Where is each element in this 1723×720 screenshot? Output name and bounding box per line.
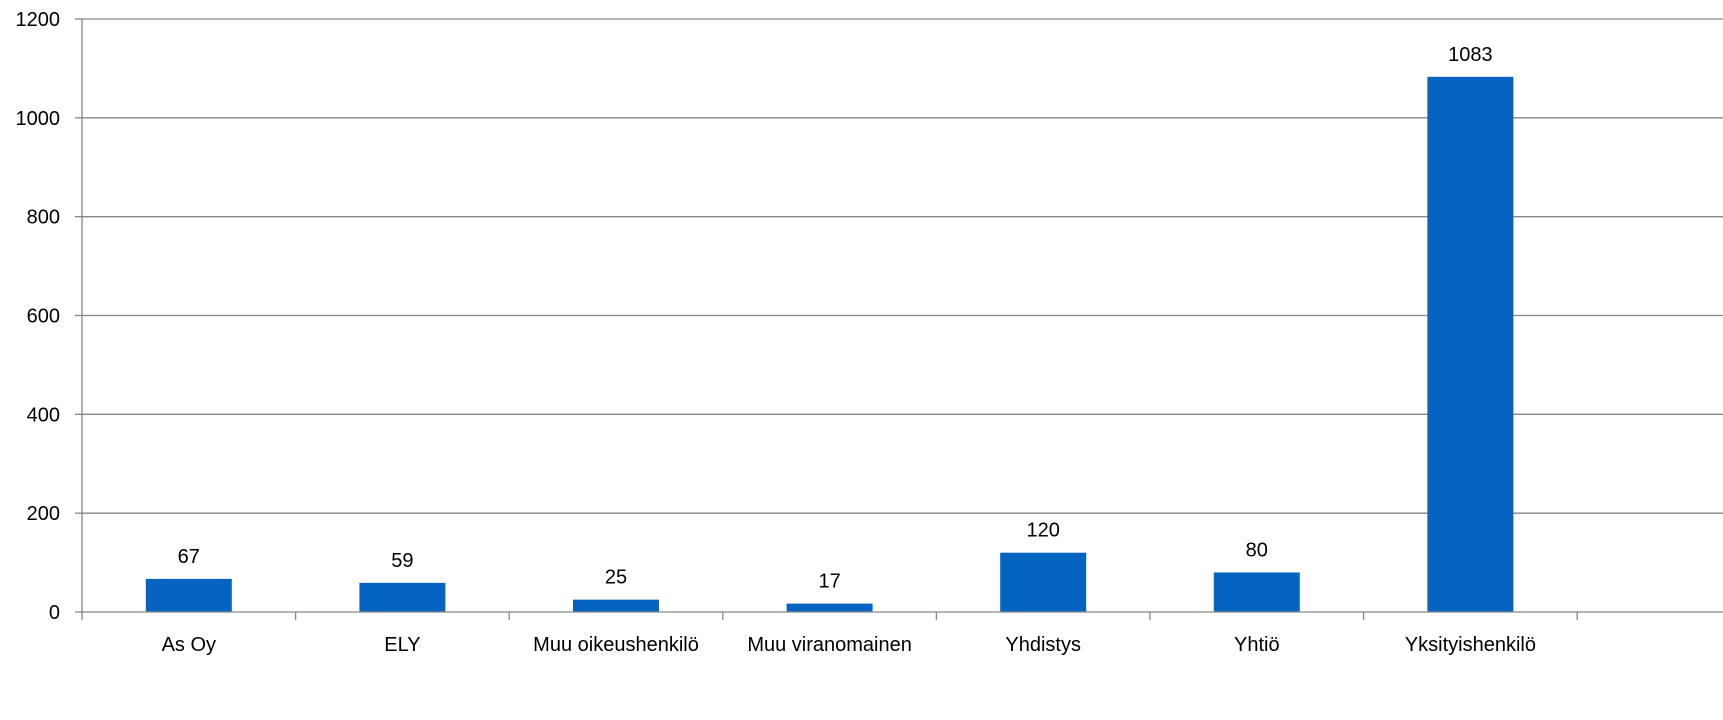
- bars: [145, 76, 1514, 612]
- data-label: 59: [391, 550, 413, 572]
- bar: [359, 582, 446, 612]
- bar: [786, 603, 873, 612]
- bar: [1213, 572, 1300, 612]
- bar: [573, 599, 659, 612]
- y-tick-label: 0: [49, 602, 60, 624]
- bar: [145, 578, 232, 612]
- y-tick-label: 600: [27, 306, 60, 328]
- y-tick-label: 200: [27, 503, 60, 525]
- y-tick-label: 800: [27, 207, 60, 229]
- labels: 0 200 400 600 800 1000 1200 67 As Oy 59 ELY 25 Muu o…: [16, 9, 1536, 656]
- category-label: Muu viranomainen: [747, 634, 912, 656]
- category-label: Yhtiö: [1234, 634, 1280, 656]
- y-tick-label: 1000: [16, 108, 61, 130]
- y-tick-label: 1200: [16, 9, 61, 31]
- axes: [75, 18, 1723, 620]
- bar: [1000, 552, 1087, 612]
- category-label: Muu oikeushenkilö: [533, 634, 699, 656]
- data-label: 1083: [1448, 44, 1493, 66]
- category-label: ELY: [384, 634, 420, 656]
- data-label: 67: [178, 546, 200, 568]
- category-label: Yksityishenkilö: [1405, 634, 1536, 656]
- y-tick-label: 400: [27, 404, 60, 426]
- category-label: Yhdistys: [1005, 634, 1081, 656]
- data-label: 17: [818, 571, 840, 593]
- bar: [1427, 76, 1514, 612]
- data-label: 25: [605, 567, 627, 589]
- data-label: 120: [1027, 520, 1060, 542]
- category-label: As Oy: [162, 634, 216, 656]
- data-label: 80: [1246, 539, 1268, 561]
